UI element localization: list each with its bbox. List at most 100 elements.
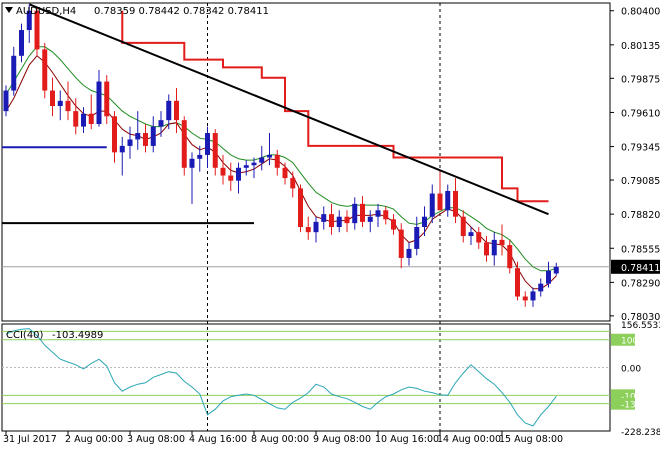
cci-label: CCI(40): [6, 330, 44, 341]
candle-body: [19, 30, 24, 56]
candle-body: [135, 133, 141, 140]
symbol-label: AUDUSD,H4: [16, 6, 76, 17]
collapse-triangle-icon[interactable]: [5, 7, 13, 13]
trailing-stop-line: [121, 10, 549, 203]
current-price-box: [611, 259, 660, 274]
candle-body: [143, 133, 148, 146]
cci-tick-label: -100: [621, 392, 642, 402]
price-tick-label: 0.80135: [621, 41, 660, 52]
candle-body: [352, 203, 358, 224]
price-tick-label: 0.78030: [621, 312, 660, 323]
ohlc-readout: 0.78359 0.78442 0.78342 0.78411: [94, 6, 269, 17]
time-tick-label: 4 Aug 16:00: [189, 434, 247, 445]
candle-body: [50, 90, 55, 106]
candle-body: [491, 239, 497, 256]
candle-body: [476, 232, 482, 243]
price-tick-label: 0.78290: [621, 278, 660, 289]
candle-body: [259, 157, 265, 163]
candle-body: [57, 100, 63, 106]
candle-body: [344, 216, 350, 224]
time-tick-label: 8 Aug 00:00: [251, 434, 309, 445]
price-tick-label: 0.79085: [621, 176, 660, 187]
candle-body: [305, 227, 311, 233]
cci-tick-label: -228.2387: [621, 428, 660, 438]
candle-body: [383, 210, 389, 220]
candle-body: [367, 216, 373, 222]
time-tick-label: 10 Aug 16:00: [375, 434, 439, 445]
cci-tick-label: 156.5533: [621, 321, 660, 331]
price-tick-label: 0.78555: [621, 244, 660, 255]
candle-body: [507, 245, 513, 269]
trend-line: [28, 3, 549, 216]
candle-body: [267, 154, 272, 158]
time-axis: 31 Jul 2017 2 Aug 00:00 3 Aug 08:00 4 Aug 1…: [3, 431, 563, 445]
candle-body: [336, 216, 342, 228]
candle-body: [437, 193, 443, 211]
candle-body: [3, 90, 9, 112]
candle-body: [321, 214, 327, 222]
candle-body: [445, 190, 451, 211]
main-pane: 0.80400 0.80135 0.79875 0.79610 0.79345 0.790…: [1, 2, 660, 431]
candle-body: [243, 165, 249, 168]
cci-level-tag: [611, 333, 635, 346]
candle-body: [530, 291, 536, 301]
candle-body: [460, 216, 466, 237]
cci-value: -103.4989: [52, 330, 103, 341]
candle-body: [236, 167, 241, 181]
candle-body: [174, 100, 179, 121]
candle-body: [228, 175, 234, 181]
candle-body: [298, 188, 303, 228]
candle-body: [484, 242, 489, 256]
candle-body: [406, 248, 412, 258]
candle-body: [499, 239, 505, 246]
cci-header: CCI(40) -103.4989: [6, 330, 103, 341]
current-price-label: 0.78411: [621, 263, 660, 274]
candle-body: [96, 81, 102, 125]
candle-body: [119, 145, 125, 153]
price-tick-label: 0.79610: [621, 108, 660, 119]
cci-pane: 156.5533 100 0.00 -100-130 -228.2387: [1, 321, 660, 438]
time-tick-label: 2 Aug 00:00: [65, 434, 123, 445]
price-tick-label: 0.79875: [621, 74, 660, 85]
candle-body: [468, 232, 474, 237]
candle-body: [189, 158, 195, 168]
candle-body: [73, 111, 79, 127]
candle-body: [212, 133, 218, 168]
candle-body: [522, 296, 528, 301]
cci-tick-label: -130: [621, 401, 642, 411]
cci-level-tag: [611, 397, 635, 410]
time-tick-label: 3 Aug 08:00: [127, 434, 185, 445]
candle-body: [414, 227, 420, 249]
cci-line: [5, 328, 557, 427]
candle-body: [375, 210, 381, 217]
cci-tick-label: 100: [621, 337, 638, 347]
candle-body: [313, 221, 319, 233]
candle-body: [158, 120, 164, 127]
time-tick-label: 9 Aug 08:00: [313, 434, 371, 445]
candle-body: [391, 219, 396, 230]
cci-pane-frame: [1, 323, 611, 432]
candle-body: [104, 81, 110, 117]
candle-body: [26, 10, 32, 31]
time-tick-label: 14 Aug 00:00: [437, 434, 501, 445]
candle-body: [553, 266, 559, 274]
price-tick-label: 0.80400: [621, 7, 660, 18]
candle-body: [197, 154, 203, 159]
candle-body: [329, 214, 334, 228]
time-tick-label: 15 Aug 08:00: [499, 434, 563, 445]
candle-body: [538, 283, 544, 292]
candle-body: [88, 113, 94, 125]
candle-body: [429, 193, 435, 217]
candle-body: [181, 120, 187, 168]
candle-body: [546, 270, 551, 284]
chart-header: AUDUSD,H4 0.78359 0.78442 0.78342 0.7841…: [5, 6, 269, 17]
candle-body: [220, 167, 226, 176]
candle-body: [205, 133, 210, 155]
candle-body: [251, 162, 257, 166]
cci-tick-label: 0.00: [621, 365, 641, 375]
candle-body: [360, 203, 365, 222]
candle-body: [11, 55, 17, 91]
candle-body: [65, 100, 71, 112]
